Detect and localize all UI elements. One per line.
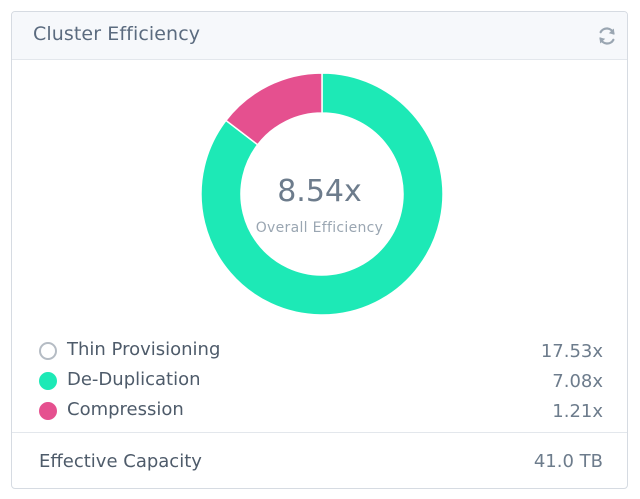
donut-segment-de-duplication[interactable] (200, 72, 444, 316)
legend-item-de-duplication: De-Duplication 7.08x (12, 368, 627, 398)
legend-value: 7.08x (552, 371, 603, 392)
panel-header: Cluster Efficiency (12, 12, 627, 60)
refresh-icon[interactable] (596, 25, 618, 47)
cluster-efficiency-panel: Cluster Efficiency 8.54x Overall Efficie… (11, 11, 628, 489)
overall-efficiency-value: 8.54x (277, 174, 362, 209)
donut-segment-compression[interactable] (224, 72, 323, 146)
compression-dot-icon (39, 402, 57, 420)
de-duplication-dot-icon (39, 372, 57, 390)
legend-item-compression: Compression 1.21x (12, 398, 627, 428)
panel-title: Cluster Efficiency (33, 23, 201, 45)
legend-value: 17.53x (540, 341, 603, 362)
effective-capacity-row: Effective Capacity 41.0 TB (12, 432, 627, 488)
legend-item-thin-provisioning: Thin Provisioning 17.53x (12, 338, 627, 368)
legend-label: De-Duplication (67, 369, 201, 390)
effective-capacity-value: 41.0 TB (533, 451, 603, 472)
effective-capacity-label: Effective Capacity (39, 451, 202, 472)
legend-value: 1.21x (552, 401, 603, 422)
thin-provisioning-dot-icon (39, 342, 57, 360)
legend-label: Thin Provisioning (67, 339, 221, 360)
donut-svg (200, 72, 444, 316)
legend: Thin Provisioning 17.53x De-Duplication … (12, 338, 627, 428)
overall-efficiency-label: Overall Efficiency (255, 220, 384, 236)
legend-label: Compression (67, 399, 184, 420)
donut-chart: 8.54x Overall Efficiency (12, 60, 627, 330)
